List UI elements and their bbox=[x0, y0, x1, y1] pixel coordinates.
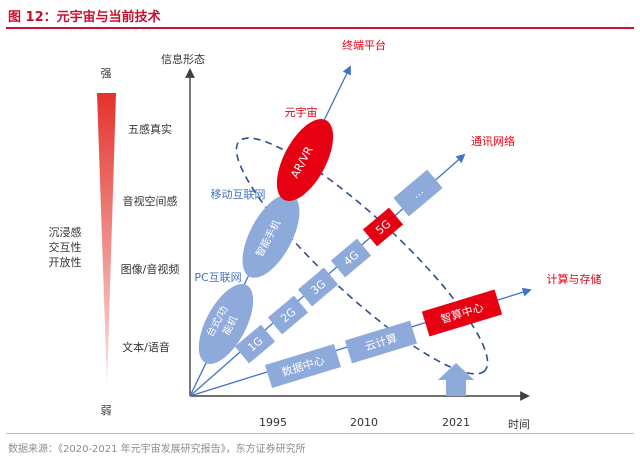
pc-internet-label: PC互联网 bbox=[194, 271, 241, 284]
y-axis-title: 信息形态 bbox=[161, 52, 205, 66]
year-1995: 1995 bbox=[259, 416, 287, 429]
network-node-5g: 5G bbox=[362, 207, 404, 247]
openness-label: 开放性 bbox=[49, 255, 82, 269]
current-year-up-arrow bbox=[438, 363, 474, 396]
cloud-computing-node: 云计算 bbox=[344, 320, 418, 364]
weak-label: 弱 bbox=[101, 404, 112, 417]
side-label: 沉浸感 交互性 开放性 bbox=[49, 226, 82, 269]
year-2021: 2021 bbox=[442, 416, 470, 429]
year-2010: 2010 bbox=[350, 416, 378, 429]
immersion-label: 沉浸感 bbox=[49, 226, 82, 239]
intensity-wedge bbox=[97, 93, 116, 385]
compute-track: 数据中心 云计算 智算中心 bbox=[265, 289, 503, 389]
level-audiovisual-space: 音视空间感 bbox=[123, 194, 178, 208]
desktop-node bbox=[198, 284, 254, 364]
network-node-4g: 4G bbox=[330, 238, 372, 278]
network-node-3g: 3G bbox=[297, 267, 339, 307]
terminal-arrow-label: 终端平台 bbox=[342, 38, 386, 52]
compute-arrow-label: 计算与存储 bbox=[547, 272, 602, 286]
smartphone-node bbox=[242, 194, 300, 278]
terminal-track: 台式/功 能机 智能手机 AR/VR PC互联网 移动互联网 元宇宙 bbox=[194, 105, 334, 364]
network-track: 1G 2G 3G 4G 5G … bbox=[234, 169, 443, 364]
footer-divider bbox=[6, 433, 634, 434]
metaverse-label: 元宇宙 bbox=[285, 105, 318, 119]
level-text-voice: 文本/语音 bbox=[122, 340, 170, 354]
mobile-internet-label: 移动互联网 bbox=[211, 188, 266, 201]
level-image-video: 图像/音视频 bbox=[121, 262, 180, 276]
network-node-next: … bbox=[393, 169, 443, 217]
title-divider bbox=[6, 27, 634, 29]
network-node-2g: 2G bbox=[267, 295, 309, 335]
strong-label: 强 bbox=[101, 67, 112, 80]
x-axis-title: 时间 bbox=[508, 418, 530, 431]
level-five-senses: 五感真实 bbox=[128, 122, 172, 136]
arvr-node bbox=[276, 119, 334, 201]
source-note: 数据来源：《2020-2021 年元宇宙发展研究报告》，东方证券研究所 bbox=[8, 444, 306, 455]
data-center-node: 数据中心 bbox=[265, 343, 341, 389]
intelligent-computing-center-node: 智算中心 bbox=[421, 289, 503, 337]
interactivity-label: 交互性 bbox=[49, 240, 82, 254]
figure-title: 图 12：元宇宙与当前技术 bbox=[8, 10, 161, 25]
network-arrow-label: 通讯网络 bbox=[471, 134, 515, 148]
network-node-1g: 1G bbox=[234, 324, 276, 364]
